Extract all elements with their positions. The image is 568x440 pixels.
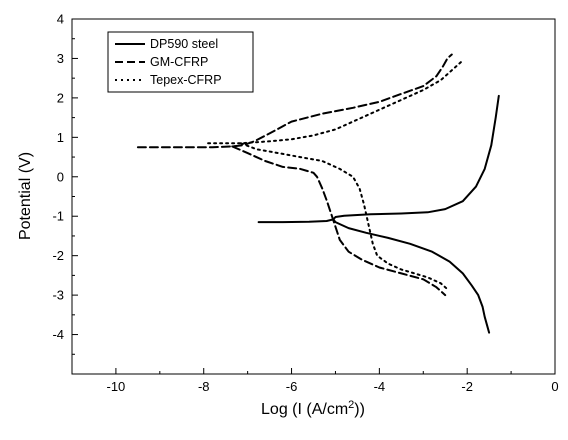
legend-label-tepex-cfrp: Tepex-CFRP bbox=[150, 73, 222, 87]
y-tick-label: 0 bbox=[57, 169, 64, 184]
series-line-gm-cfrp-cathodic bbox=[231, 145, 447, 297]
legend-label-gm-cfrp: GM-CFRP bbox=[150, 55, 208, 69]
x-tick-label: 0 bbox=[551, 379, 558, 394]
x-tick-label: -8 bbox=[198, 379, 210, 394]
y-axis-title: Potential (V) bbox=[17, 152, 34, 240]
data-series bbox=[136, 53, 500, 334]
series-line-dp590-steel-anodic bbox=[257, 94, 500, 224]
y-tick-label: 3 bbox=[57, 51, 64, 66]
series-line-gm-cfrp-anodic bbox=[136, 53, 453, 149]
y-tick-label: -3 bbox=[52, 288, 64, 303]
x-tick-label: -2 bbox=[461, 379, 473, 394]
series-line-tepex-cfrp-cathodic bbox=[240, 142, 449, 291]
series-line-tepex-cfrp-anodic bbox=[207, 59, 464, 145]
series-line-dp590-steel-cathodic bbox=[332, 218, 491, 334]
x-tick-label: -6 bbox=[286, 379, 298, 394]
y-tick-label: 2 bbox=[57, 90, 64, 105]
y-tick-label: 4 bbox=[57, 12, 64, 27]
y-tick-label: -1 bbox=[52, 209, 64, 224]
x-axis-title: Log (I (A/cm2)) bbox=[261, 399, 365, 418]
x-tick-label: -4 bbox=[374, 379, 386, 394]
x-tick-label: -10 bbox=[107, 379, 126, 394]
legend: DP590 steel GM-CFRP Tepex-CFRP bbox=[107, 31, 254, 93]
legend-label-dp590: DP590 steel bbox=[150, 37, 218, 51]
y-tick-label: -4 bbox=[52, 327, 64, 342]
y-tick-label: 1 bbox=[57, 130, 64, 145]
y-tick-label: -2 bbox=[52, 248, 64, 263]
